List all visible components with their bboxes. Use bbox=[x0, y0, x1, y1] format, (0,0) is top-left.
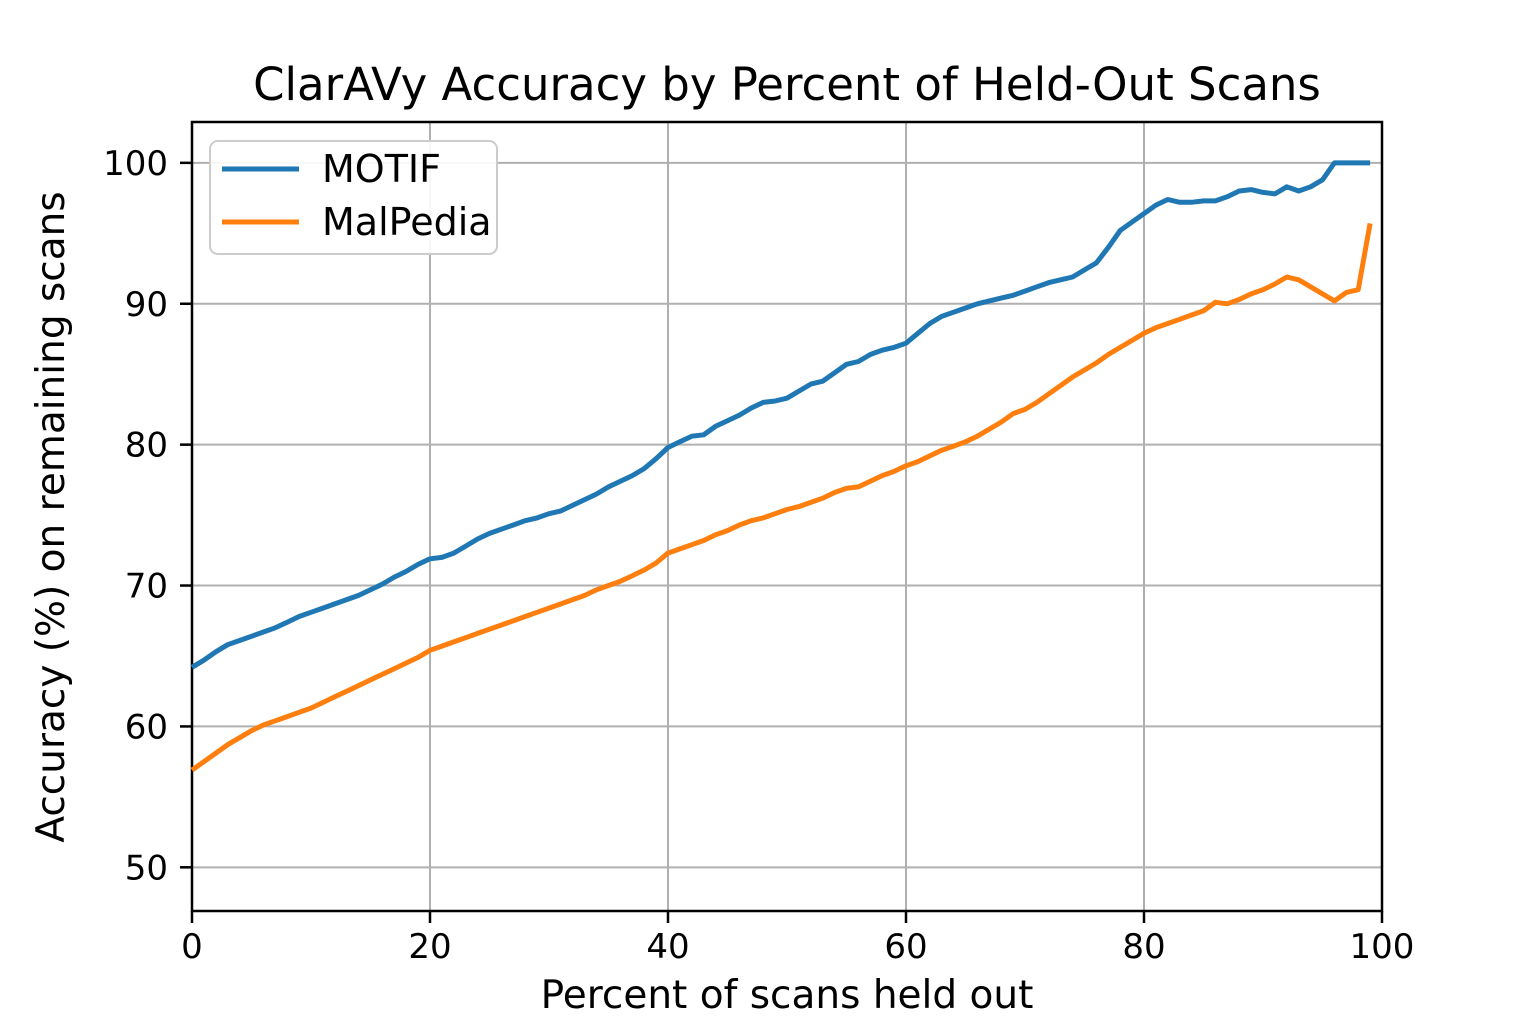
grid-lines bbox=[191, 122, 1383, 911]
malpedia-line bbox=[190, 222, 1373, 773]
x-tick-label-100: 100 bbox=[1350, 927, 1415, 967]
axis-ticks bbox=[180, 161, 1384, 923]
x-tick-label-20: 20 bbox=[408, 927, 451, 967]
legend: MOTIF MalPedia bbox=[209, 140, 498, 255]
x-tick-label-80: 80 bbox=[1122, 927, 1165, 967]
legend-label-motif: MOTIF bbox=[322, 147, 441, 191]
chart-title: ClarAVy Accuracy by Percent of Held-Out … bbox=[253, 58, 1321, 111]
y-tick-label-70: 70 bbox=[125, 567, 168, 607]
y-tick-label-100: 100 bbox=[103, 144, 168, 184]
data-series bbox=[190, 160, 1373, 773]
x-tick-label-40: 40 bbox=[646, 927, 689, 967]
y-tick-label-50: 50 bbox=[125, 848, 168, 888]
axes-spines bbox=[190, 120, 1384, 913]
legend-entry-malpedia: MalPedia bbox=[222, 200, 492, 244]
x-axis-label: Percent of scans held out bbox=[541, 973, 1034, 1018]
y-axis-label: Accuracy (%) on remaining scans bbox=[29, 191, 74, 842]
x-tick-label-60: 60 bbox=[884, 927, 927, 967]
x-tick-labels: 0 20 40 60 80 100 bbox=[181, 927, 1414, 967]
motif-line bbox=[190, 160, 1371, 670]
x-tick-label-0: 0 bbox=[181, 927, 203, 967]
legend-entry-motif: MOTIF bbox=[222, 147, 441, 191]
y-tick-labels: 50 60 70 80 90 100 bbox=[103, 144, 168, 888]
y-tick-label-80: 80 bbox=[125, 426, 168, 466]
y-tick-label-90: 90 bbox=[125, 285, 168, 325]
y-tick-label-60: 60 bbox=[125, 707, 168, 747]
legend-label-malpedia: MalPedia bbox=[322, 200, 492, 244]
